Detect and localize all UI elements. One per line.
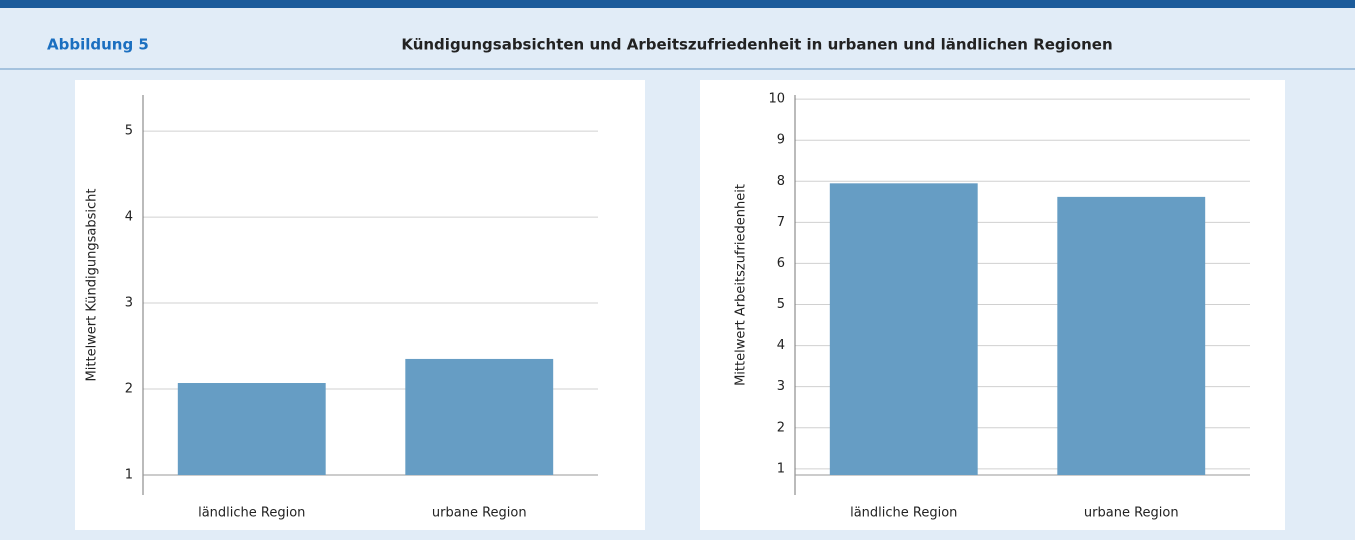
bar xyxy=(829,183,978,475)
y-tick-label: 5 xyxy=(125,124,133,139)
y-axis-title: Mittelwert Kündigungsabsicht xyxy=(85,189,100,382)
y-tick-label: 4 xyxy=(125,210,133,225)
y-tick-label: 9 xyxy=(777,133,785,148)
y-tick-label: 7 xyxy=(777,215,785,230)
y-tick-label: 1 xyxy=(777,461,785,476)
x-tick-label: ländliche Region xyxy=(198,506,305,521)
y-axis-title: Mittelwert Arbeitszufriedenheit xyxy=(734,184,749,386)
y-tick-label: 6 xyxy=(777,256,785,271)
y-tick-label: 2 xyxy=(125,382,133,397)
bar xyxy=(405,358,554,475)
chart-background xyxy=(75,80,645,530)
y-tick-label: 10 xyxy=(768,92,785,107)
x-tick-label: ländliche Region xyxy=(850,506,957,521)
y-tick-label: 4 xyxy=(777,338,785,353)
y-tick-label: 1 xyxy=(125,468,133,483)
figure-label: Abbildung 5 xyxy=(47,36,149,54)
y-tick-label: 2 xyxy=(777,420,785,435)
x-tick-label: urbane Region xyxy=(1084,506,1179,521)
x-tick-label: urbane Region xyxy=(432,506,527,521)
y-tick-label: 3 xyxy=(777,379,785,394)
top-bar xyxy=(0,0,1355,8)
y-tick-label: 3 xyxy=(125,296,133,311)
bar xyxy=(1057,196,1206,475)
figure-title: Kündigungsabsichten und Arbeitszufrieden… xyxy=(401,36,1112,54)
bar xyxy=(177,383,326,475)
y-tick-label: 5 xyxy=(777,297,785,312)
y-tick-label: 8 xyxy=(777,174,785,189)
